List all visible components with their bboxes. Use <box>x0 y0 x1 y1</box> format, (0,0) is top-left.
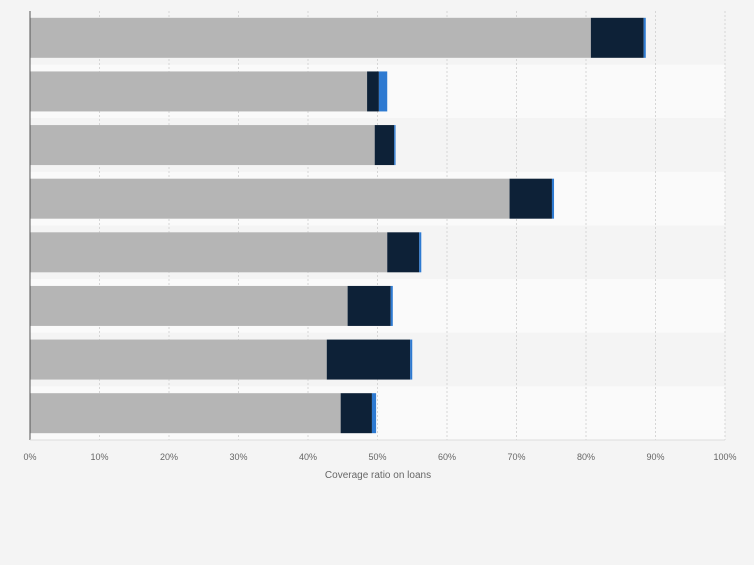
bar-segment-1-row-2[interactable] <box>30 71 368 112</box>
bar-segment-2-row-7[interactable] <box>326 339 411 380</box>
bar-segment-3-row-1[interactable] <box>643 17 646 58</box>
bar-segment-2-row-5[interactable] <box>387 232 420 273</box>
x-tick-label: 10% <box>90 452 108 462</box>
bar-segment-2-row-6[interactable] <box>347 285 391 326</box>
x-axis <box>29 11 725 441</box>
x-tick-label: 40% <box>299 452 317 462</box>
x-tick-label: 80% <box>577 452 595 462</box>
bar-segment-3-row-4[interactable] <box>551 178 555 219</box>
bar-segment-1-row-5[interactable] <box>30 232 388 273</box>
x-tick-label: 100% <box>713 452 736 462</box>
bar-segment-1-row-1[interactable] <box>30 17 591 58</box>
x-tick-label: 0% <box>23 452 36 462</box>
x-tick-label: 30% <box>229 452 247 462</box>
bar-segment-3-row-7[interactable] <box>410 339 413 380</box>
bar-segment-1-row-3[interactable] <box>30 125 375 166</box>
x-tick-label: 70% <box>507 452 525 462</box>
bar-segment-3-row-3[interactable] <box>394 125 396 166</box>
bar-segment-1-row-6[interactable] <box>30 285 348 326</box>
bar-segment-1-row-7[interactable] <box>30 339 327 380</box>
bar-segment-2-row-2[interactable] <box>367 71 379 112</box>
bar-segment-2-row-3[interactable] <box>374 125 395 166</box>
x-tick-label: 20% <box>160 452 178 462</box>
bar-segment-3-row-8[interactable] <box>371 393 377 434</box>
x-tick-labels: 0% 10% 20% 30% 40% 50% 60% 70% 80% 90% 100% <box>23 452 736 462</box>
x-tick-label: 90% <box>646 452 664 462</box>
bar-segment-1-row-8[interactable] <box>30 393 341 434</box>
x-axis-label: Coverage ratio on loans <box>325 470 431 481</box>
x-tick-label: 50% <box>368 452 386 462</box>
bar-segment-1-row-4[interactable] <box>30 178 510 219</box>
bar-segment-3-row-6[interactable] <box>390 285 393 326</box>
bar-segment-2-row-8[interactable] <box>340 393 372 434</box>
bar-segment-3-row-2[interactable] <box>378 71 388 112</box>
bar-segment-2-row-4[interactable] <box>509 178 552 219</box>
bars <box>30 17 646 434</box>
bar-segment-3-row-5[interactable] <box>419 232 422 273</box>
bar-segment-2-row-1[interactable] <box>590 17 644 58</box>
x-tick-label: 60% <box>438 452 456 462</box>
